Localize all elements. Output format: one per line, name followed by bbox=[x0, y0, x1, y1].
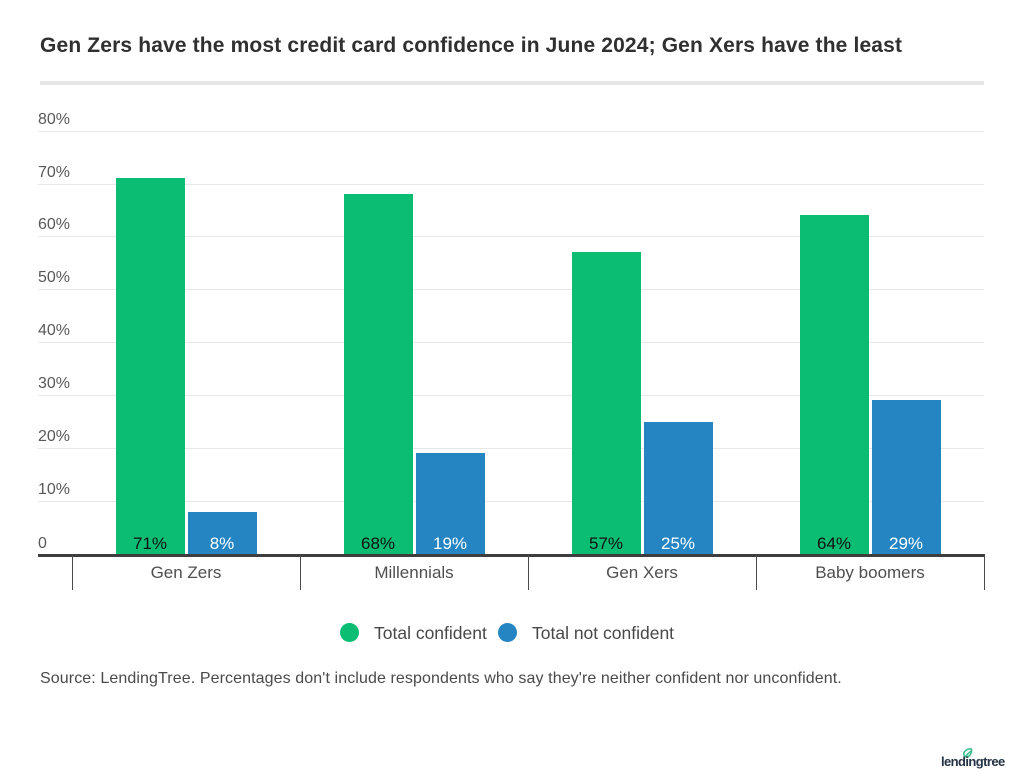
svg-text:lendingtree: lendingtree bbox=[941, 754, 1005, 769]
